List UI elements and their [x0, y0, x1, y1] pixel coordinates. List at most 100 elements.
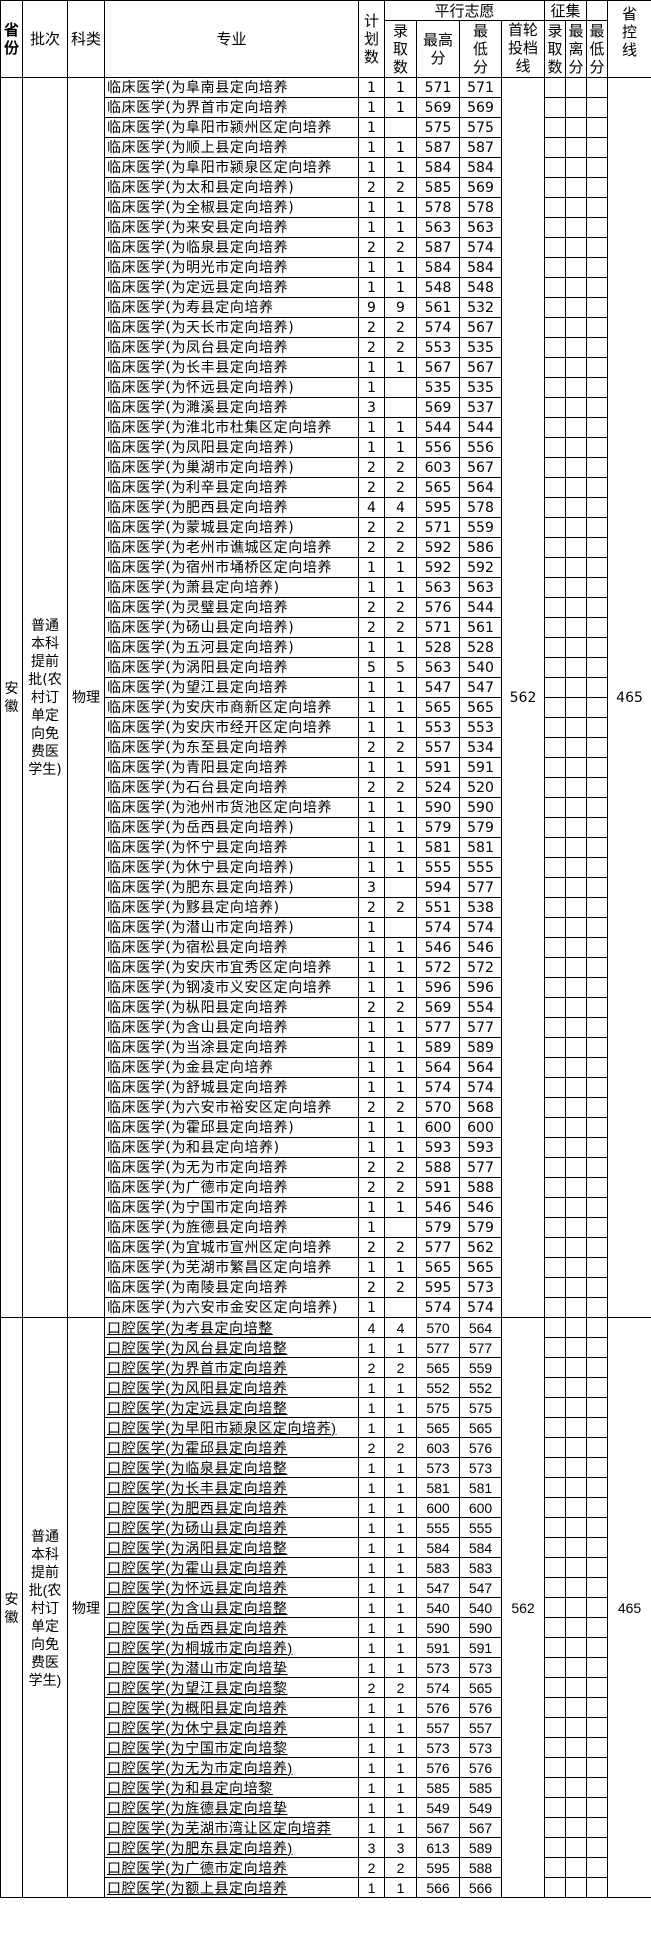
major-cell: 临床医学(为六安市裕安区定向培养 [104, 1097, 359, 1118]
major-cell: 临床医学(为顺上县定向培养 [104, 137, 359, 158]
solicit-min-cell [586, 1237, 609, 1258]
major-cell: 临床医学(为望江县定向培养 [104, 677, 359, 698]
major-cell: 临床医学(为当涂县定向培养 [104, 1037, 359, 1058]
solicit-min-cell [586, 917, 609, 938]
plan-cell: 2 [358, 997, 385, 1018]
solicit-min-cell [586, 297, 609, 318]
solicit-admitted-cell [544, 1397, 567, 1418]
min-score-cell: 573 [459, 1457, 502, 1478]
solicit-min-cell [586, 1297, 609, 1318]
solicit-max-cell [565, 1117, 588, 1138]
max-score-cell: 570 [416, 1097, 460, 1118]
max-score-cell: 587 [416, 237, 460, 258]
solicit-max-cell [565, 1037, 588, 1058]
solicit-admitted-cell [544, 297, 567, 318]
admitted-cell [384, 917, 417, 938]
min-score-cell: 574 [459, 1297, 502, 1318]
major-cell: 临床医学(为巢湖市定向培养) [104, 457, 359, 478]
max-score-cell: 585 [416, 1777, 460, 1798]
major-cell: 临床医学(为无为市定向培养 [104, 1157, 359, 1178]
major-cell: 口腔医学(为风阳县定向培养 [104, 1377, 359, 1398]
solicit-admitted-cell [544, 1317, 567, 1338]
plan-cell: 1 [358, 1477, 385, 1498]
plan-cell: 3 [358, 397, 385, 418]
plan-cell: 1 [358, 1717, 385, 1738]
table-row: 临床医学(为六安市金安区定向培养) 1 574 574 [1, 1297, 651, 1318]
solicit-min-cell [586, 877, 609, 898]
solicit-max-cell [565, 857, 588, 878]
max-score-cell: 595 [416, 497, 460, 518]
major-cell: 临床医学(为阜阳市颍州区定向培养 [104, 117, 359, 138]
major-cell: 临床医学(为天长市定向培养) [104, 317, 359, 338]
solicit-min-cell [586, 797, 609, 818]
max-score-cell: 574 [416, 317, 460, 338]
plan-cell: 1 [358, 217, 385, 238]
max-score-cell: 594 [416, 877, 460, 898]
solicit-max-cell [565, 757, 588, 778]
table-row: 临床医学(为霍邱县定向培养) 1 1 600 600 [1, 1117, 651, 1138]
admitted-cell: 1 [384, 1057, 417, 1078]
max-score-cell: 576 [416, 597, 460, 618]
solicit-min-cell [586, 257, 609, 278]
major-cell: 口腔医学(为概阳县定向培养 [104, 1697, 359, 1718]
solicit-max-cell [565, 1197, 588, 1218]
max-score-cell: 569 [416, 397, 460, 418]
min-score-cell: 561 [459, 617, 502, 638]
header-admitted: 录取数 [384, 20, 417, 78]
max-score-cell: 557 [416, 737, 460, 758]
plan-cell: 1 [358, 1457, 385, 1478]
min-score-cell: 584 [459, 257, 502, 278]
plan-cell: 1 [358, 1497, 385, 1518]
plan-cell: 1 [358, 817, 385, 838]
solicit-admitted-cell [544, 717, 567, 738]
solicit-min-cell [586, 1857, 609, 1878]
max-score-cell: 540 [416, 1597, 460, 1618]
header-province: 省份 [0, 0, 23, 78]
admitted-cell: 2 [384, 477, 417, 498]
solicit-min-cell [586, 1117, 609, 1138]
major-cell: 临床医学(为岳西县定向培养) [104, 817, 359, 838]
major-cell: 临床医学(为怀远县定向培养) [104, 377, 359, 398]
min-score-cell: 564 [459, 1057, 502, 1078]
admitted-cell: 1 [384, 1137, 417, 1158]
min-score-cell: 585 [459, 1777, 502, 1798]
solicit-min-cell [586, 1277, 609, 1298]
major-cell: 临床医学(为宿松县定向培养 [104, 937, 359, 958]
max-score-cell: 589 [416, 1037, 460, 1058]
admitted-cell: 2 [384, 317, 417, 338]
solicit-min-cell [586, 237, 609, 258]
plan-cell: 5 [358, 657, 385, 678]
admitted-cell: 1 [384, 1737, 417, 1758]
plan-cell: 1 [358, 1737, 385, 1758]
admitted-cell: 1 [384, 1717, 417, 1738]
table-row: 安徽 普通本科提前批(农村订单定向免费医学生) 物理 口腔医学(为考县定向培整 4 4 57… [0, 1317, 651, 1898]
table-row: 临床医学(为安庆市宜秀区定向培养 1 1 572 572 [1, 957, 651, 978]
solicit-admitted-cell [544, 1077, 567, 1098]
major-cell: 临床医学(为安庆市宜秀区定向培养 [104, 957, 359, 978]
province-cell: 安徽 [0, 1317, 23, 1898]
max-score-cell: 569 [416, 97, 460, 118]
plan-cell: 1 [358, 1697, 385, 1718]
max-score-cell: 571 [416, 517, 460, 538]
max-score-cell: 571 [416, 617, 460, 638]
major-cell: 临床医学(为潜山市定向培养) [104, 917, 359, 938]
max-score-cell: 563 [416, 217, 460, 238]
major-cell: 临床医学(为霍邱县定向培养) [104, 1117, 359, 1138]
major-cell: 临床医学(为凤台县定向培养 [104, 337, 359, 358]
major-cell: 临床医学(为怀宁县定向培养 [104, 837, 359, 858]
solicit-max-cell [565, 1717, 588, 1738]
solicit-max-cell [565, 1517, 588, 1538]
solicit-admitted-cell [544, 217, 567, 238]
solicit-max-cell [565, 657, 588, 678]
max-score-cell: 588 [416, 1157, 460, 1178]
max-score-cell: 546 [416, 1197, 460, 1218]
plan-cell: 1 [358, 1017, 385, 1038]
max-score-cell: 596 [416, 977, 460, 998]
admitted-cell: 1 [384, 1597, 417, 1618]
solicit-admitted-cell [544, 197, 567, 218]
solicit-max-cell [565, 177, 588, 198]
min-score-cell: 572 [459, 957, 502, 978]
admitted-cell: 1 [384, 957, 417, 978]
header-first-round-line: 首轮投档线 [500, 20, 546, 78]
major-cell: 口腔医学(为桐城市定向培养) [104, 1637, 359, 1658]
